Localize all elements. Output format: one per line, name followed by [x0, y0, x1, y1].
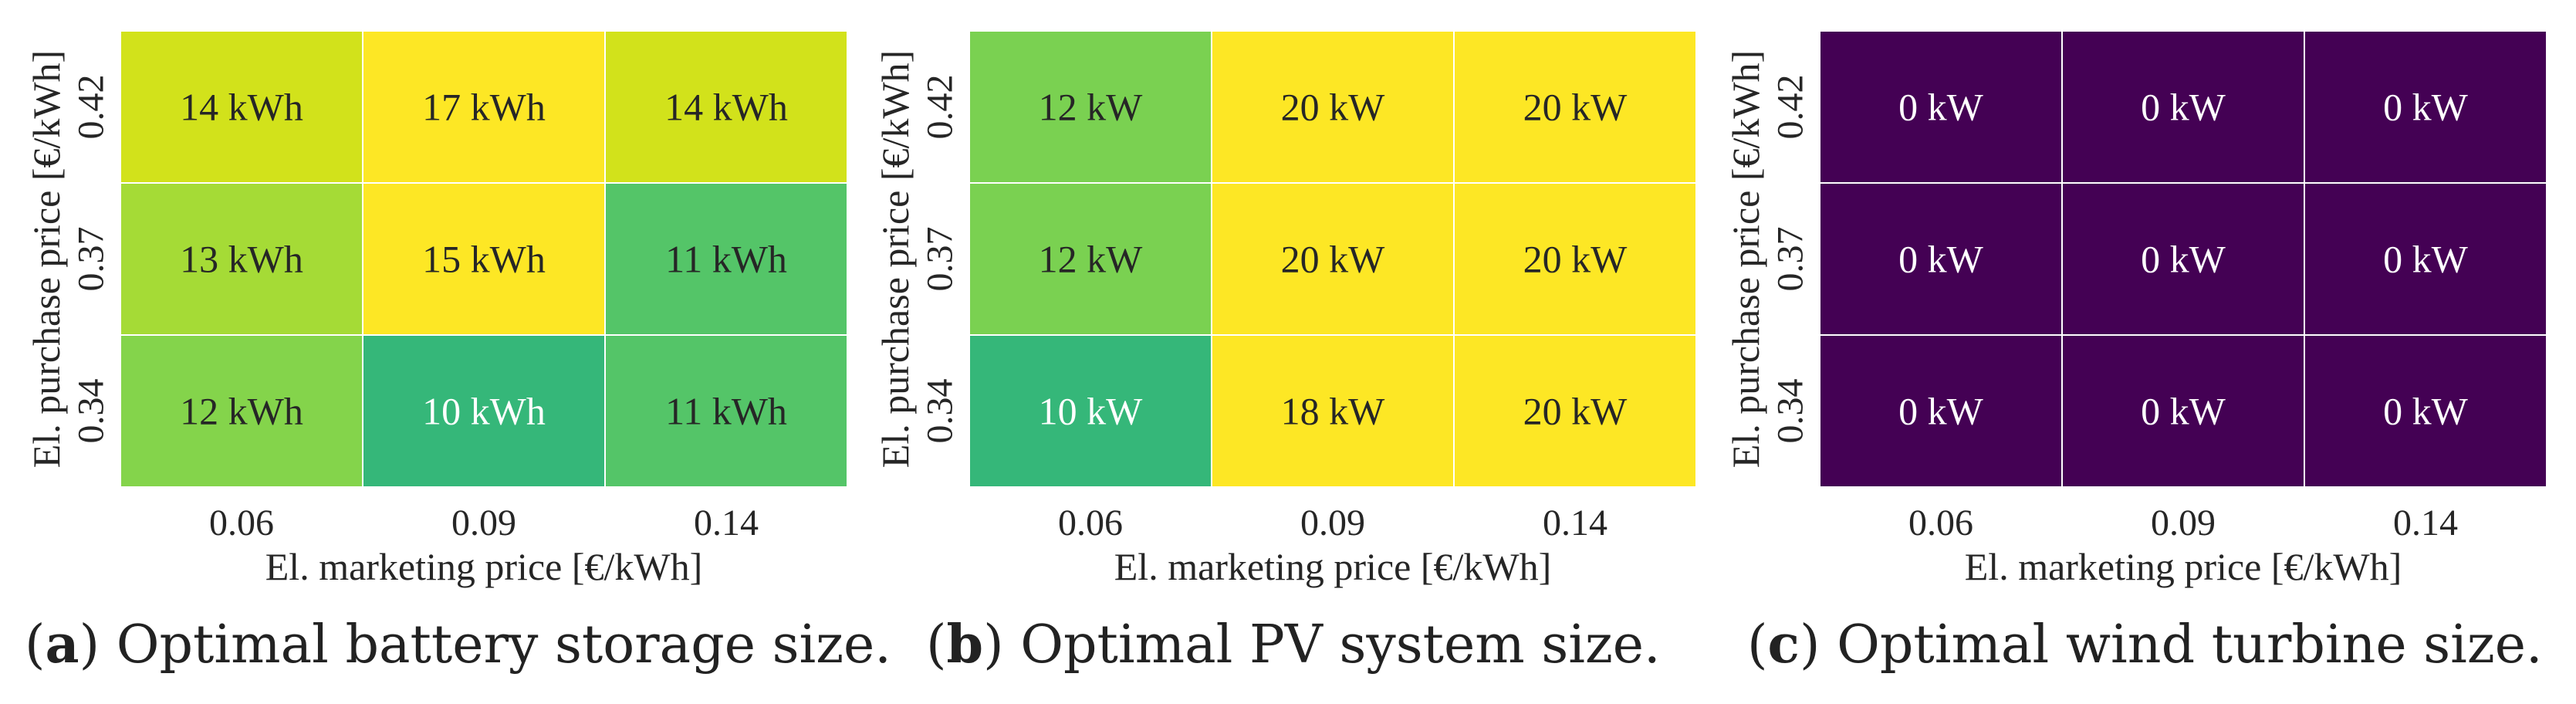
cell-value-label: 0 kW: [2141, 238, 2226, 281]
heatmap-cell: [2304, 334, 2547, 488]
cell-value-label: 11 kWh: [665, 390, 787, 433]
caption-c: (c) Optimal wind turbine size.: [1747, 614, 2543, 675]
y-tick-label: 0.34: [920, 379, 961, 444]
cell-value-label: 13 kWh: [180, 238, 303, 281]
y-tick-label: 0.37: [920, 227, 961, 292]
x-tick-label: 0.09: [1300, 503, 1365, 543]
cell-value-label: 0 kW: [2141, 390, 2226, 433]
heatmap-cell: [1819, 334, 2063, 488]
cell-value-label: 10 kW: [1039, 390, 1144, 433]
y-axis-label: El. purchase price [€/kWh]: [25, 50, 68, 468]
cell-value-label: 17 kWh: [422, 86, 546, 129]
caption-a-text: Optimal battery storage size.: [116, 614, 891, 675]
heatmap-cell: [604, 182, 848, 336]
y-tick-label: 0.34: [71, 379, 112, 444]
heatmap-cell: [969, 182, 1212, 336]
heatmap-cell: [1819, 182, 2063, 336]
x-axis-label: El. marketing price [€/kWh]: [1965, 545, 2402, 588]
cell-value-label: 18 kW: [1281, 390, 1386, 433]
heatmap-cell: [1819, 30, 2063, 184]
cell-value-label: 20 kW: [1523, 86, 1628, 129]
cell-value-label: 12 kW: [1039, 86, 1144, 129]
cell-value-label: 12 kWh: [180, 390, 303, 433]
heatmap-cell: [1211, 182, 1455, 336]
heatmap-cell: [120, 30, 363, 184]
y-axis-label: El. purchase price [€/kWh]: [874, 50, 917, 468]
cell-value-label: 15 kWh: [422, 238, 546, 281]
x-tick-label: 0.06: [209, 503, 274, 543]
heatmap-cell: [2304, 30, 2547, 184]
heatmap-cell: [969, 334, 1212, 488]
x-tick-label: 0.09: [451, 503, 516, 543]
cell-value-label: 20 kW: [1281, 86, 1386, 129]
cell-value-label: 14 kWh: [664, 86, 788, 129]
y-tick-label: 0.42: [1770, 75, 1811, 140]
cell-value-label: 20 kW: [1281, 238, 1386, 281]
y-tick-label: 0.42: [71, 75, 112, 140]
x-tick-label: 0.06: [1058, 503, 1123, 543]
y-tick-label: 0.34: [1770, 379, 1811, 444]
caption-c-label: c: [1767, 614, 1800, 675]
cell-value-label: 0 kW: [1898, 238, 1984, 281]
x-axis-label: El. marketing price [€/kWh]: [1114, 545, 1551, 588]
caption-c-text: Optimal wind turbine size.: [1837, 614, 2543, 675]
cell-value-label: 20 kW: [1523, 238, 1628, 281]
heatmap-cell: [2061, 182, 2305, 336]
heatmap-cell: [120, 182, 363, 336]
y-axis-label: El. purchase price [€/kWh]: [1724, 50, 1767, 468]
heatmap-cell: [604, 334, 848, 488]
heatmap-cell: [1453, 334, 1697, 488]
x-tick-label: 0.14: [2393, 503, 2458, 543]
x-tick-label: 0.14: [1543, 503, 1607, 543]
caption-a-label: a: [45, 614, 79, 675]
cell-value-label: 14 kWh: [180, 86, 303, 129]
cell-value-label: 0 kW: [2383, 238, 2469, 281]
cell-value-label: 0 kW: [2383, 86, 2469, 129]
heatmap-panel-c: 0 kW 0 kW 0 kW 0 kW 0 kW 0 kW 0 kW 0 kW 0 kW 0.06…: [1724, 30, 2547, 588]
x-tick-label: 0.14: [694, 503, 759, 543]
heatmap-cell: [362, 30, 606, 184]
x-tick-label: 0.06: [1908, 503, 1973, 543]
heatmap-cell: [1453, 182, 1697, 336]
heatmap-panel-b: 12 kW 20 kW 20 kW 12 kW 20 kW 20 kW 10 kW 18 kW…: [874, 30, 1697, 588]
caption-b-label: b: [946, 614, 984, 675]
caption-a: (a) Optimal battery storage size.: [25, 614, 891, 675]
heatmap-cell: [1453, 30, 1697, 184]
cell-value-label: 0 kW: [1898, 86, 1984, 129]
heatmap-cell: [362, 182, 606, 336]
y-tick-label: 0.37: [71, 227, 112, 292]
cell-value-label: 0 kW: [2141, 86, 2226, 129]
cell-value-label: 0 kW: [1898, 390, 1984, 433]
heatmap-cell: [969, 30, 1212, 184]
cell-value-label: 11 kWh: [665, 238, 787, 281]
heatmap-cell: [362, 334, 606, 488]
heatmap-panel-a: 14 kWh 17 kWh 14 kWh 13 kWh 15 kWh 11 kWh 12 k…: [25, 30, 848, 588]
x-tick-label: 0.09: [2151, 503, 2216, 543]
x-axis-label: El. marketing price [€/kWh]: [265, 545, 702, 588]
heatmap-cell: [2061, 30, 2305, 184]
y-tick-label: 0.37: [1770, 227, 1811, 292]
heatmap-cell: [1211, 334, 1455, 488]
caption-b-text: Optimal PV system size.: [1020, 614, 1661, 675]
heatmap-cell: [120, 334, 363, 488]
cell-value-label: 0 kW: [2383, 390, 2469, 433]
cell-value-label: 12 kW: [1039, 238, 1144, 281]
heatmap-cell: [604, 30, 848, 184]
caption-b: (b) Optimal PV system size.: [926, 614, 1661, 675]
heatmap-cell: [2304, 182, 2547, 336]
cell-value-label: 10 kWh: [422, 390, 546, 433]
y-tick-label: 0.42: [920, 75, 961, 140]
cell-value-label: 20 kW: [1523, 390, 1628, 433]
